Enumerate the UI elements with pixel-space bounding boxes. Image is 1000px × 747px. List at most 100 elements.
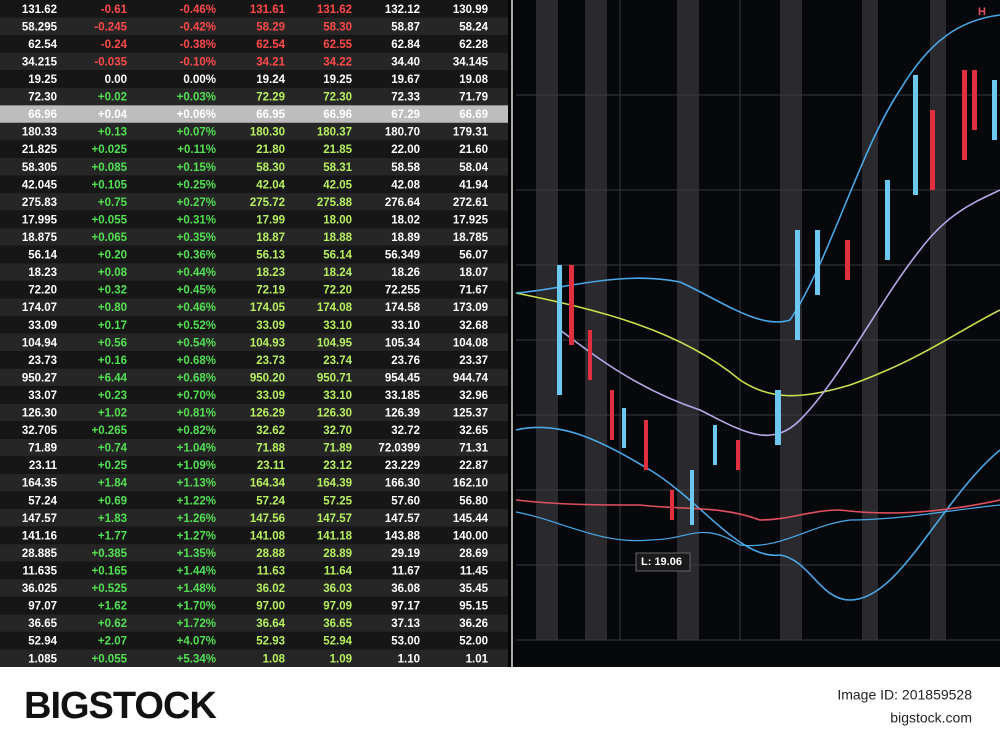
- row-bg: [0, 368, 508, 387]
- cell: 1.085: [28, 653, 57, 665]
- cell: +0.68%: [177, 355, 216, 367]
- row-bg: [0, 35, 508, 53]
- row-bg: [0, 526, 508, 545]
- cell: 23.11: [257, 460, 286, 472]
- cell: 52.00: [459, 636, 488, 648]
- cell: 22.87: [459, 460, 488, 472]
- cell: 22.00: [391, 144, 420, 156]
- cell: 143.88: [385, 530, 421, 542]
- cell: 23.74: [323, 355, 352, 367]
- cell: 145.44: [453, 513, 489, 525]
- cell: 126.30: [317, 408, 352, 420]
- cell: 72.255: [385, 285, 421, 297]
- cell: 131.62: [22, 4, 57, 16]
- cell: 21.60: [459, 144, 488, 156]
- cell: 105.34: [385, 337, 421, 349]
- row-bg: [0, 105, 508, 123]
- cell: 21.825: [22, 144, 58, 156]
- cell: 32.705: [22, 425, 58, 437]
- cell: 33.10: [323, 390, 352, 402]
- cell: +0.69: [98, 495, 127, 507]
- cell: 36.08: [391, 583, 420, 595]
- row-bg: [0, 386, 508, 404]
- row-bg: [0, 614, 508, 632]
- cell: +0.75: [98, 197, 128, 209]
- cell: 18.875: [22, 232, 58, 244]
- cell: +0.055: [92, 214, 128, 226]
- cell: -0.61: [101, 4, 128, 16]
- row-bg: [0, 210, 508, 229]
- cell: +1.70%: [177, 601, 216, 613]
- cell: 131.61: [250, 4, 286, 16]
- cell: 72.33: [391, 92, 420, 104]
- row-bg: [0, 70, 508, 88]
- row-bg: [0, 579, 508, 597]
- cell: 126.30: [22, 408, 57, 420]
- cell: 95.15: [459, 601, 488, 613]
- cell: 180.70: [385, 127, 420, 139]
- row-bg: [0, 263, 508, 281]
- cell: 72.19: [256, 285, 285, 297]
- cell: 125.37: [453, 408, 488, 420]
- cell: 72.20: [28, 285, 57, 297]
- cell: -0.24: [101, 39, 128, 51]
- row-bg: [0, 140, 508, 158]
- cell: 180.33: [22, 127, 57, 139]
- cell: 56.14: [28, 250, 57, 262]
- cell: 71.88: [256, 443, 285, 455]
- cell: 57.24: [28, 495, 57, 507]
- cell: 1.10: [398, 653, 420, 665]
- cell: 97.00: [256, 601, 285, 613]
- cell: 42.045: [22, 179, 58, 191]
- cell: 944.74: [453, 372, 489, 384]
- row-bg: [0, 245, 508, 264]
- cell: 37.13: [391, 618, 420, 630]
- cell: 97.09: [323, 601, 352, 613]
- cell: 72.29: [256, 92, 285, 104]
- cell: 58.305: [22, 162, 58, 174]
- cell: 141.18: [317, 530, 353, 542]
- cell: 275.83: [22, 197, 57, 209]
- row-bg: [0, 491, 508, 510]
- cell: 32.65: [459, 425, 488, 437]
- cell: +1.72%: [177, 618, 216, 630]
- cell: 174.05: [250, 302, 286, 314]
- cell: 104.93: [250, 337, 285, 349]
- cell: +0.62: [98, 618, 127, 630]
- cell: +0.03%: [177, 92, 216, 104]
- cell: 17.995: [22, 214, 58, 226]
- cell: +1.83: [98, 513, 127, 525]
- cell: +1.44%: [177, 565, 216, 577]
- cell: 1.01: [466, 653, 489, 665]
- cell: 42.08: [391, 179, 420, 191]
- cell: 28.89: [323, 548, 352, 560]
- cell: 66.96: [323, 109, 352, 121]
- cell: 166.30: [385, 478, 420, 490]
- cell: +0.32: [98, 285, 127, 297]
- cell: 147.57: [385, 513, 420, 525]
- cell: 19.25: [323, 74, 352, 86]
- cell: +0.81%: [177, 408, 216, 420]
- cell: 17.99: [256, 214, 285, 226]
- cell: 147.56: [250, 513, 285, 525]
- cell: 174.07: [22, 302, 57, 314]
- cell: 104.95: [317, 337, 353, 349]
- cell: 33.10: [323, 320, 352, 332]
- cell: 58.87: [391, 21, 420, 33]
- cell: +0.16: [98, 355, 127, 367]
- cell: 72.0399: [378, 443, 420, 455]
- cell: +0.02: [98, 92, 127, 104]
- cell: 18.785: [453, 232, 489, 244]
- cell: 34.215: [22, 56, 58, 68]
- cell: +0.74: [98, 443, 128, 455]
- cell: +0.45%: [177, 285, 216, 297]
- cell: 18.02: [391, 214, 420, 226]
- cell: 62.55: [323, 39, 352, 51]
- cell: 58.58: [391, 162, 420, 174]
- cell: 52.94: [28, 636, 57, 648]
- cell: 104.08: [453, 337, 489, 349]
- cell: 56.14: [323, 250, 352, 262]
- cell: +1.26%: [177, 513, 216, 525]
- row-bg: [0, 298, 508, 316]
- row-bg: [0, 122, 508, 141]
